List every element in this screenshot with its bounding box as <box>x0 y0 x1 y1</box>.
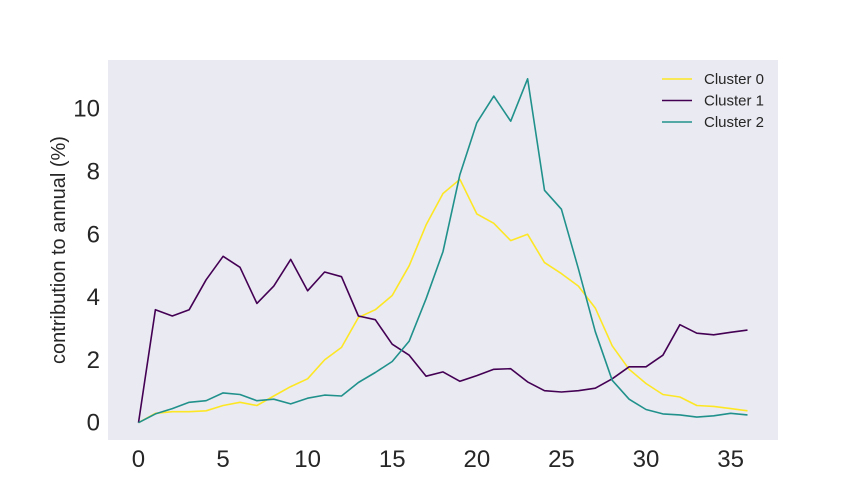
series-layer <box>137 78 748 424</box>
x-tick-label: 10 <box>294 446 321 473</box>
y-tick-label: 8 <box>87 158 100 185</box>
x-tick-label: 35 <box>717 446 744 473</box>
x-tick-label: 25 <box>548 446 575 473</box>
y-tick-label: 0 <box>87 410 100 437</box>
series-line-cluster-1 <box>137 255 748 423</box>
x-tick-labels: 0 5 10 15 20 25 30 35 <box>132 446 744 473</box>
x-tick-label: 0 <box>132 446 145 473</box>
legend-label: Cluster 2 <box>704 114 764 131</box>
x-tick-label: 20 <box>463 446 490 473</box>
x-tick-label: 15 <box>379 446 406 473</box>
y-tick-label: 10 <box>73 96 100 123</box>
x-tick-label: 5 <box>216 446 229 473</box>
y-axis-label: contribution to annual (%) <box>48 136 70 364</box>
y-tick-labels: 0 2 4 6 8 10 <box>73 96 100 437</box>
y-tick-label: 2 <box>87 347 100 374</box>
legend: Cluster 0 Cluster 1 Cluster 2 <box>662 71 764 131</box>
legend-label: Cluster 0 <box>704 71 764 88</box>
series-line-cluster-2 <box>138 78 748 424</box>
legend-label: Cluster 1 <box>704 93 764 110</box>
series-line-cluster-0 <box>138 178 748 424</box>
y-tick-label: 6 <box>87 221 100 248</box>
y-tick-label: 4 <box>87 284 100 311</box>
x-tick-label: 30 <box>633 446 660 473</box>
